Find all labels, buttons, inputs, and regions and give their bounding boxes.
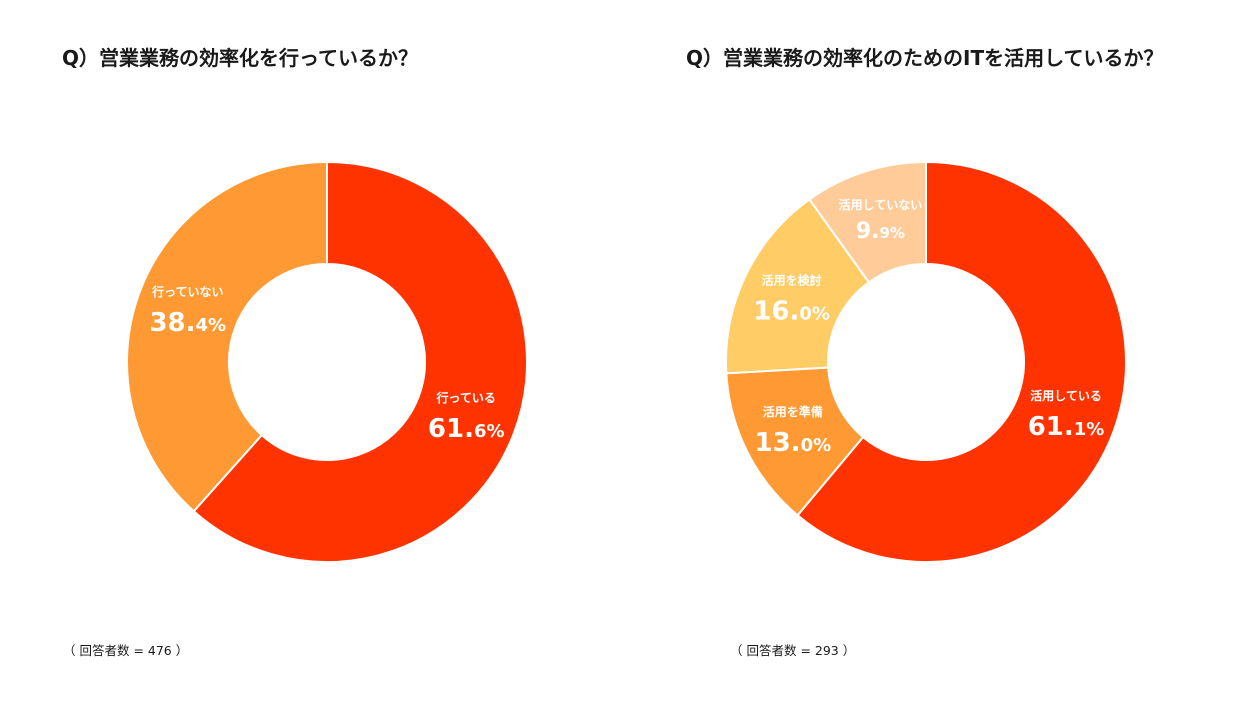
slice-label: 活用していない xyxy=(839,197,923,212)
slice-label: 活用している xyxy=(1030,388,1102,403)
slice-value: 61.1% xyxy=(1028,412,1105,442)
slice-value: 61.6% xyxy=(428,414,505,444)
chart-title: Q）営業業務の効率化を行っているか？ xyxy=(62,46,419,70)
pie-slice xyxy=(725,198,871,375)
respondent-count: （ 回答者数 = 293 ） xyxy=(730,643,856,658)
slice-label: 行っていない xyxy=(151,284,223,299)
slice-value: 13.0% xyxy=(755,428,832,458)
slice-value: 9.9% xyxy=(856,219,905,244)
pie-slice xyxy=(796,160,1127,563)
slice-label: 活用を準備 xyxy=(763,404,823,419)
chart-panel-left: Q）営業業務の効率化を行っているか？ 行っている 61.6% 行っていない 38.4%… xyxy=(0,0,626,705)
chart-panel-right: Q）営業業務の効率化のためのITを活用しているか？ 活用している 61.1% 活用を… xyxy=(626,0,1252,705)
pie-slice xyxy=(192,160,528,563)
respondent-count: （ 回答者数 = 476 ） xyxy=(63,643,189,658)
chart-title: Q）営業業務の効率化のためのITを活用しているか？ xyxy=(686,46,1164,70)
slice-label: 行っている xyxy=(436,390,496,405)
pie-slice xyxy=(126,160,328,513)
pie-slice xyxy=(808,160,927,284)
slice-value: 38.4% xyxy=(149,308,226,338)
slice-value: 16.0% xyxy=(753,297,830,327)
donut-chart-efficiency: 行っている 61.6% 行っていない 38.4% xyxy=(126,160,528,563)
donut-chart-it-usage: 活用している 61.1% 活用を準備 13.0% 活用を検討 16.0% 活用していない 9.… xyxy=(725,160,1127,563)
slice-label: 活用を検討 xyxy=(762,273,822,288)
